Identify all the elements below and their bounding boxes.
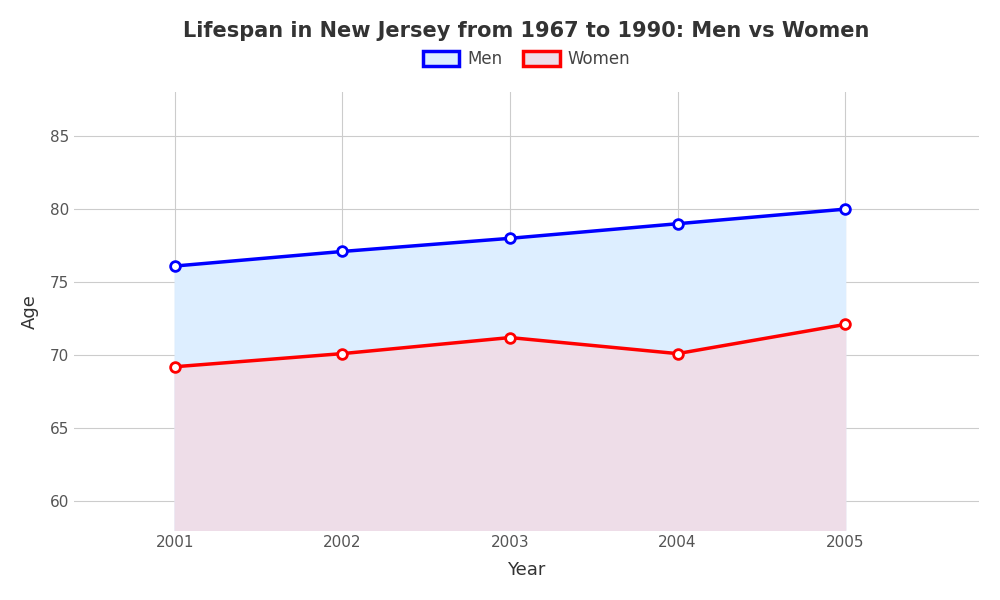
Y-axis label: Age: Age xyxy=(21,294,39,329)
Title: Lifespan in New Jersey from 1967 to 1990: Men vs Women: Lifespan in New Jersey from 1967 to 1990… xyxy=(183,21,870,41)
X-axis label: Year: Year xyxy=(507,561,546,579)
Legend: Men, Women: Men, Women xyxy=(416,44,637,75)
